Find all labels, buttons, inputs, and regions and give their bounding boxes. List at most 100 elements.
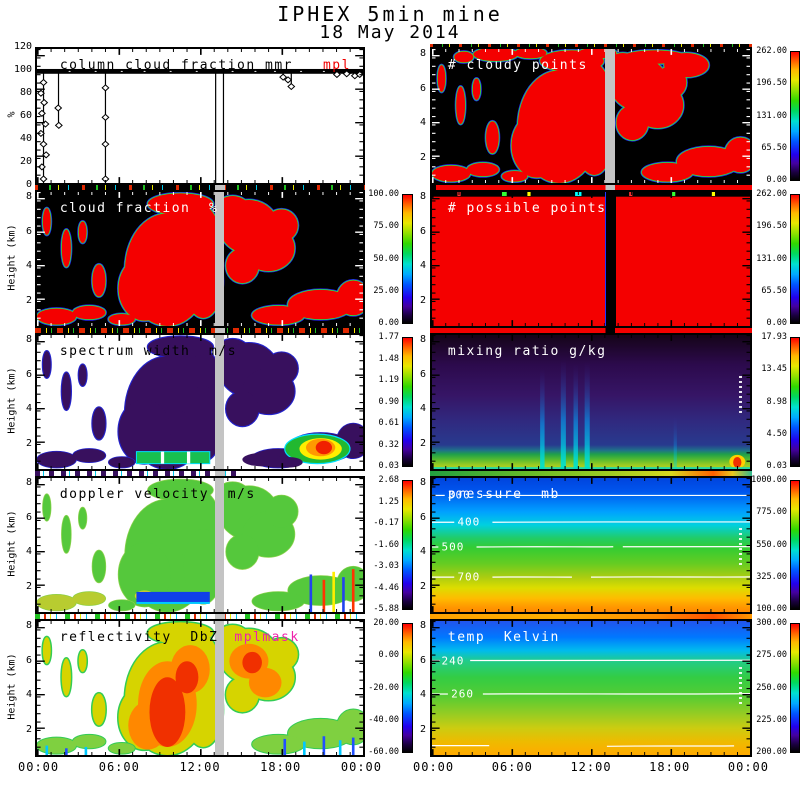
colorbar-tick-label: 0.00 [378,318,399,328]
colorbar-tick-label: 65.50 [761,142,787,153]
colorbar-labels: 300.00 275.00 250.00 225.00 200.00 [747,619,787,757]
time-tick-label: 12:00 [179,760,221,774]
panel-doppler-velocity: doppler velocity m/s [35,476,365,614]
panel-mixing-ratio: mixing ratio g/kg [430,333,752,471]
panel-title: pressure mb [447,487,560,503]
y-tick-label: 2 [419,580,426,592]
colorbar-tick-label: 225.00 [756,714,787,725]
column-cloud-fraction-plot [37,49,363,183]
colorbar-reflectivity [402,623,413,753]
panel-title: mixing ratio g/kg [447,344,607,360]
y-tick-label: 4 [419,689,426,701]
contour-label-500: 500 [441,540,465,554]
temp-heatmap [432,621,750,755]
time-tick-label: 00:00 [413,760,455,774]
mixing-ratio-heatmap [432,335,750,469]
colorbar-pressure [790,480,800,610]
colorbar-labels: 262.00 196.50 131.00 65.50 0.00 [747,190,787,328]
colorbar-mixing-ratio [790,337,800,467]
data-gap-stripe [214,478,225,612]
colorbar-tick-label: -20.00 [368,682,399,693]
colorbar-doppler-velocity [402,480,413,610]
colorbar-tick-label: 100.00 [756,604,787,614]
y-tick-label: 6 [419,368,426,380]
colorbar-tick-label: -40.00 [368,714,399,725]
cloudy-points-heatmap [432,49,750,183]
y-tick-label: 8 [419,477,426,488]
y-tick-label: 4 [25,403,32,415]
colorbar-tick-label: 1.25 [378,496,399,507]
colorbar-tick-label: 1.77 [378,332,399,342]
y-tick-label: 4 [419,260,426,272]
height-ticks: 8 6 4 2 [10,335,32,449]
colorbar-tick-label: 8.98 [766,396,787,407]
colorbar-tick-label: 75.00 [373,221,399,232]
colorbar-tick-label: 200.00 [756,747,787,757]
time-tick-label: 12:00 [570,760,612,774]
doppler-velocity-heatmap [37,478,363,612]
rotated-station-annotation [738,372,742,413]
colorbar-tick-label: -4.46 [373,582,399,593]
y-tick-label: 6 [419,82,426,94]
contour-label-260: 260 [451,687,474,701]
panel-title: temp Kelvin [447,630,560,646]
panel-title: doppler velocity m/s [59,487,256,503]
colorbar-tick-label: 550.00 [756,539,787,550]
colorbar-labels: 17.93 13.45 8.98 4.50 0.03 [747,333,787,471]
colorbar-tick-label: 20.00 [373,618,399,628]
mplmask-overlay-label: mplmask [234,630,300,646]
y-tick-label: 2 [25,294,32,306]
colorbar-tick-label: 300.00 [756,618,787,628]
percent-axis-label: % [6,111,18,118]
colorbar-tick-label: 0.32 [378,439,399,450]
height-ticks: 8 6 4 2 [400,49,426,163]
y-tick-label: 4 [419,117,426,129]
colorbar-tick-label: -3.03 [373,561,399,571]
y-tick-label: 8 [25,334,32,345]
height-axis-label: Height (km) [6,224,18,291]
colorbar-tick-label: 13.45 [761,364,787,375]
colorbar-tick-label: 131.00 [756,253,787,264]
spectrum-width-heatmap [37,335,363,469]
time-tick-label: 18:00 [649,760,691,774]
colorbar-tick-label: 17.93 [761,332,787,342]
y-tick-label: 6 [25,654,32,666]
y-tick-label: 2 [419,151,426,163]
y-tick-label: 6 [419,511,426,523]
panel-title-row: column cloud fraction mmr mpl [60,58,351,73]
page-title: IPHEX 5min mine [277,2,503,26]
time-tick-label: 00:00 [340,760,382,774]
time-tick-label: 18:00 [260,760,302,774]
colorbar-tick-label: 131.00 [756,110,787,121]
y-tick-label: 8 [25,620,32,631]
edge-strip [430,614,752,619]
data-gap-stripe [214,335,225,469]
colorbar-tick-label: 0.90 [378,396,399,407]
y-tick-label: 2 [25,723,32,735]
y-tick-label: 2 [419,437,426,449]
colorbar-tick-label: 65.50 [761,285,787,296]
colorbar-tick-label: 196.50 [756,221,787,232]
time-axis-right: 00:00 06:00 12:00 18:00 00:00 [413,760,768,774]
colorbar-tick-label: -0.17 [373,518,399,528]
contour-label-300: 300 [447,488,471,502]
panel-title: column cloud fraction mmr [59,58,293,74]
colorbar-possible-points [790,194,800,324]
height-axis-label: Height (km) [6,367,18,434]
y-tick-label: 40 [19,133,32,144]
colorbar-tick-label: 1.48 [378,353,399,364]
panel-cloud-fraction: cloud fraction % [35,190,365,328]
height-ticks: 8 6 4 2 [10,478,32,592]
y-tick-label: 8 [25,477,32,488]
mpl-overlay-label: mpl [322,58,351,74]
panel-title-row: reflectivity DbZ mplmask [60,630,300,645]
y-tick-label: 6 [25,511,32,523]
edge-strip [35,328,365,333]
y-tick-label: 2 [419,723,426,735]
rotated-station-annotation [738,663,742,704]
y-tick-label: 60 [19,110,32,121]
edge-strip [430,185,752,190]
panel-temp: temp Kelvin 240 260 [430,619,752,757]
colorbar-cloud-fraction [402,194,413,324]
colorbar-tick-label: 2.68 [378,475,399,485]
